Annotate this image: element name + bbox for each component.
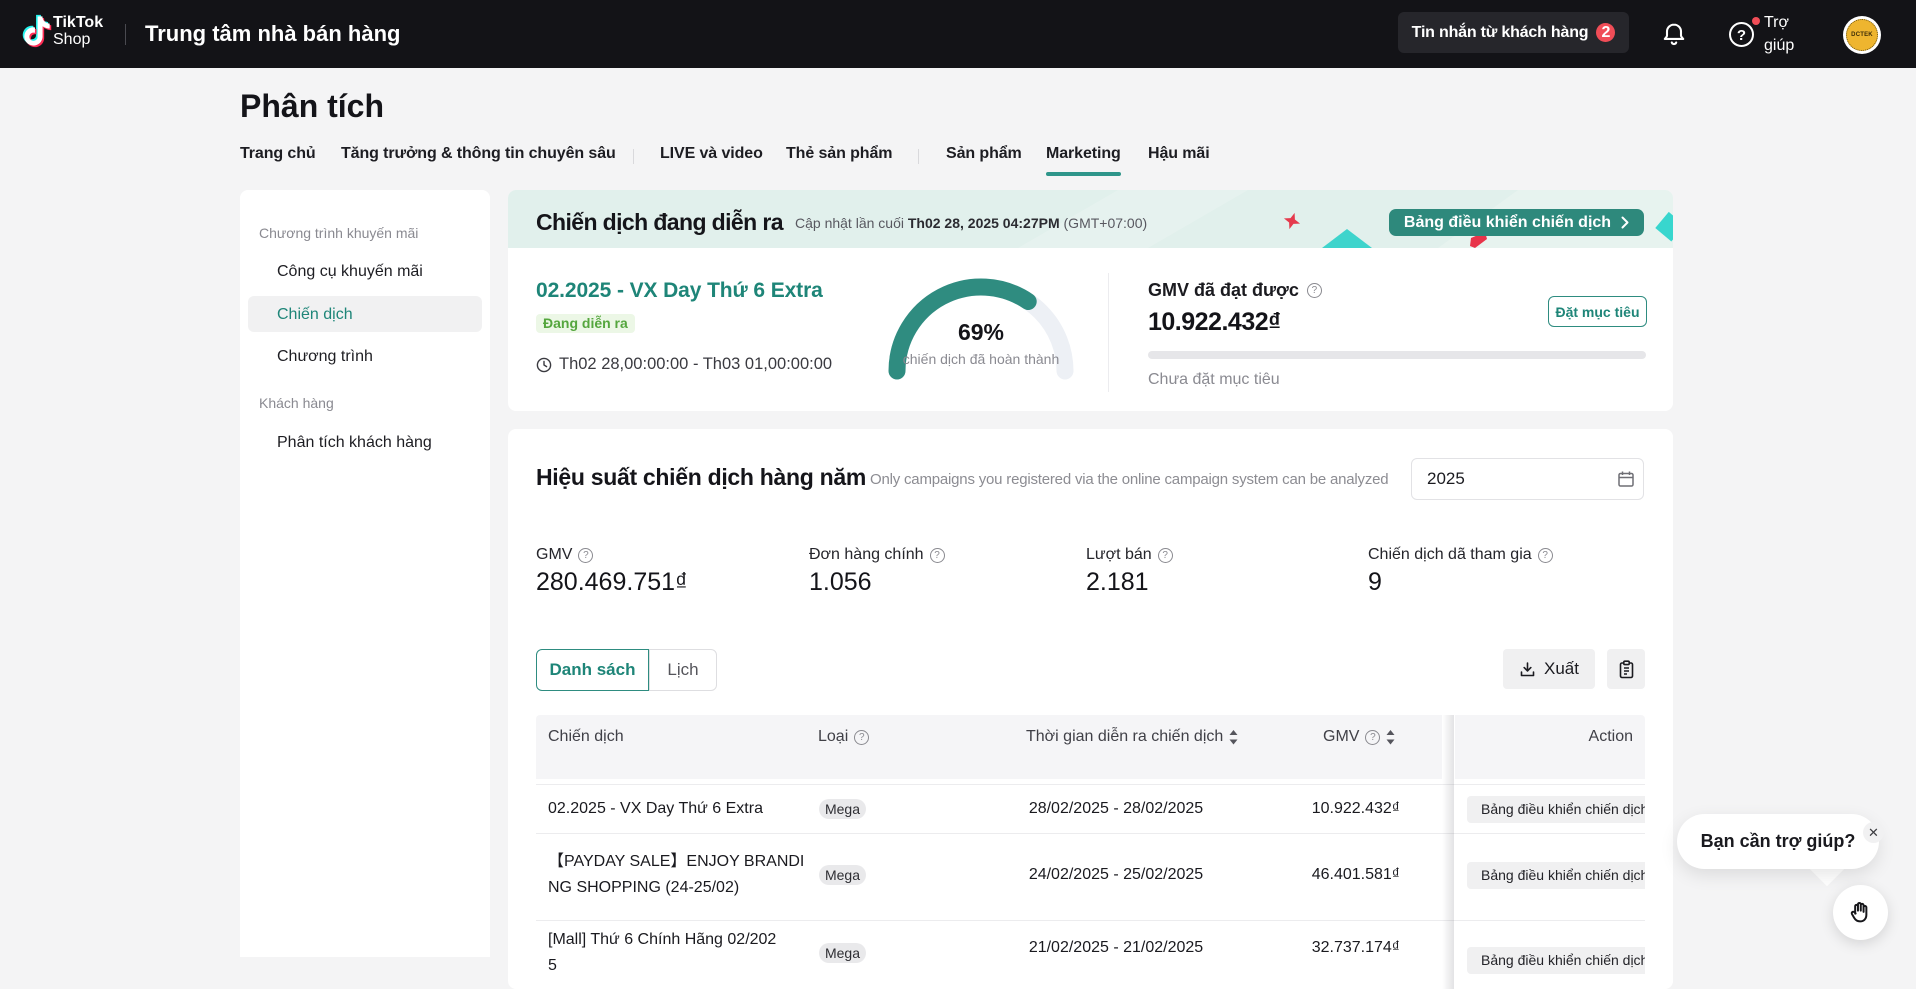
svg-text:?: ? [1737, 27, 1746, 44]
